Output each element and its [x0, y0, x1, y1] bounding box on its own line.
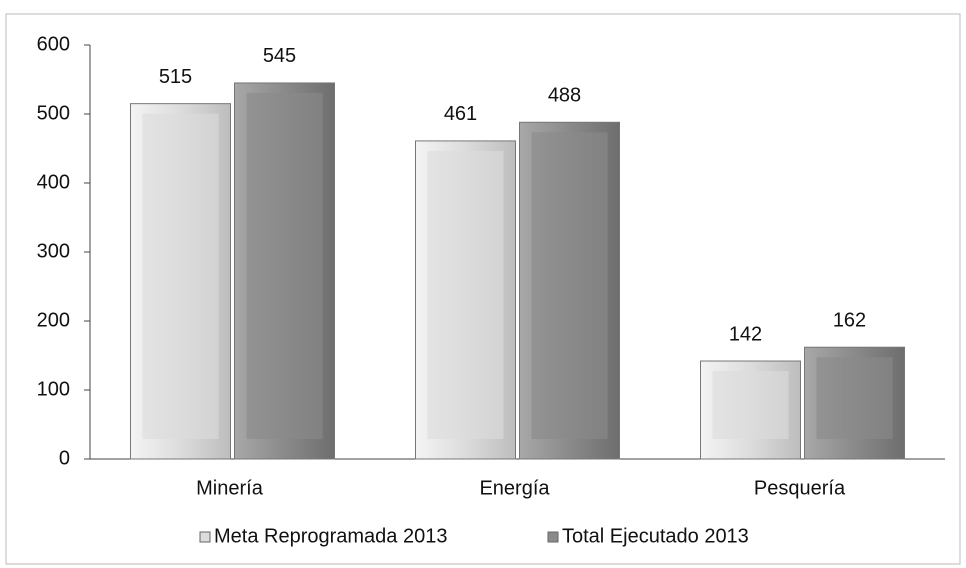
legend-label: Total Ejecutado 2013 — [562, 525, 749, 547]
bar-bevel — [142, 113, 219, 440]
data-label: 488 — [548, 85, 581, 107]
y-tick-label: 0 — [59, 447, 70, 469]
y-tick-label: 500 — [37, 102, 70, 124]
data-label: 162 — [833, 310, 866, 332]
bar-bevel — [712, 371, 789, 439]
bar-bevel — [427, 150, 504, 439]
y-tick-label: 300 — [37, 240, 70, 262]
bar-bevel — [531, 132, 608, 439]
x-tick-label: Minería — [196, 477, 264, 499]
data-label: 461 — [444, 103, 477, 125]
x-tick-label: Pesquería — [754, 477, 846, 499]
legend-label: Meta Reprogramada 2013 — [214, 525, 447, 547]
y-tick-label: 600 — [37, 33, 70, 55]
legend-swatch — [547, 531, 559, 543]
data-label: 545 — [263, 45, 296, 67]
x-tick-label: Energía — [479, 477, 550, 499]
data-label: 515 — [159, 66, 192, 88]
bar-bevel — [816, 357, 893, 439]
y-tick-label: 200 — [37, 309, 70, 331]
y-tick-label: 400 — [37, 171, 70, 193]
legend-swatch — [199, 531, 211, 543]
y-tick-label: 100 — [37, 378, 70, 400]
bar-bevel — [246, 92, 323, 439]
data-label: 142 — [729, 323, 762, 345]
